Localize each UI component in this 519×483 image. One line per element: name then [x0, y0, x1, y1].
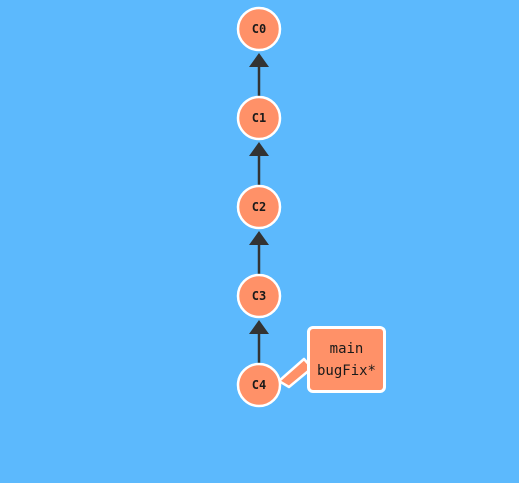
commit-circle[interactable] — [236, 6, 282, 52]
branch-label[interactable]: main bugFix* — [307, 326, 386, 393]
parent-arrow-c1 — [249, 53, 269, 67]
branch-main-label: main — [329, 340, 364, 357]
branch-bugfix-label: bugFix* — [316, 362, 376, 379]
parent-arrow-c2 — [249, 142, 269, 156]
parent-arrow-c4 — [249, 320, 269, 334]
commit-label: C0 — [252, 22, 266, 36]
commit-circle[interactable] — [236, 362, 282, 408]
commit-label: C3 — [252, 289, 266, 303]
commit-label: C4 — [252, 378, 266, 392]
commit-node-c4[interactable]: C4 — [236, 362, 282, 408]
commit-circle[interactable] — [236, 95, 282, 141]
commit-node-c0[interactable]: C0 — [236, 6, 282, 52]
parent-arrow-c3 — [249, 231, 269, 245]
commit-label: C1 — [252, 111, 266, 125]
commit-node-c3[interactable]: C3 — [236, 273, 282, 319]
commit-circle[interactable] — [236, 184, 282, 230]
commit-node-c1[interactable]: C1 — [236, 95, 282, 141]
commit-circle[interactable] — [236, 273, 282, 319]
commit-label: C2 — [252, 200, 266, 214]
commit-node-c2[interactable]: C2 — [236, 184, 282, 230]
